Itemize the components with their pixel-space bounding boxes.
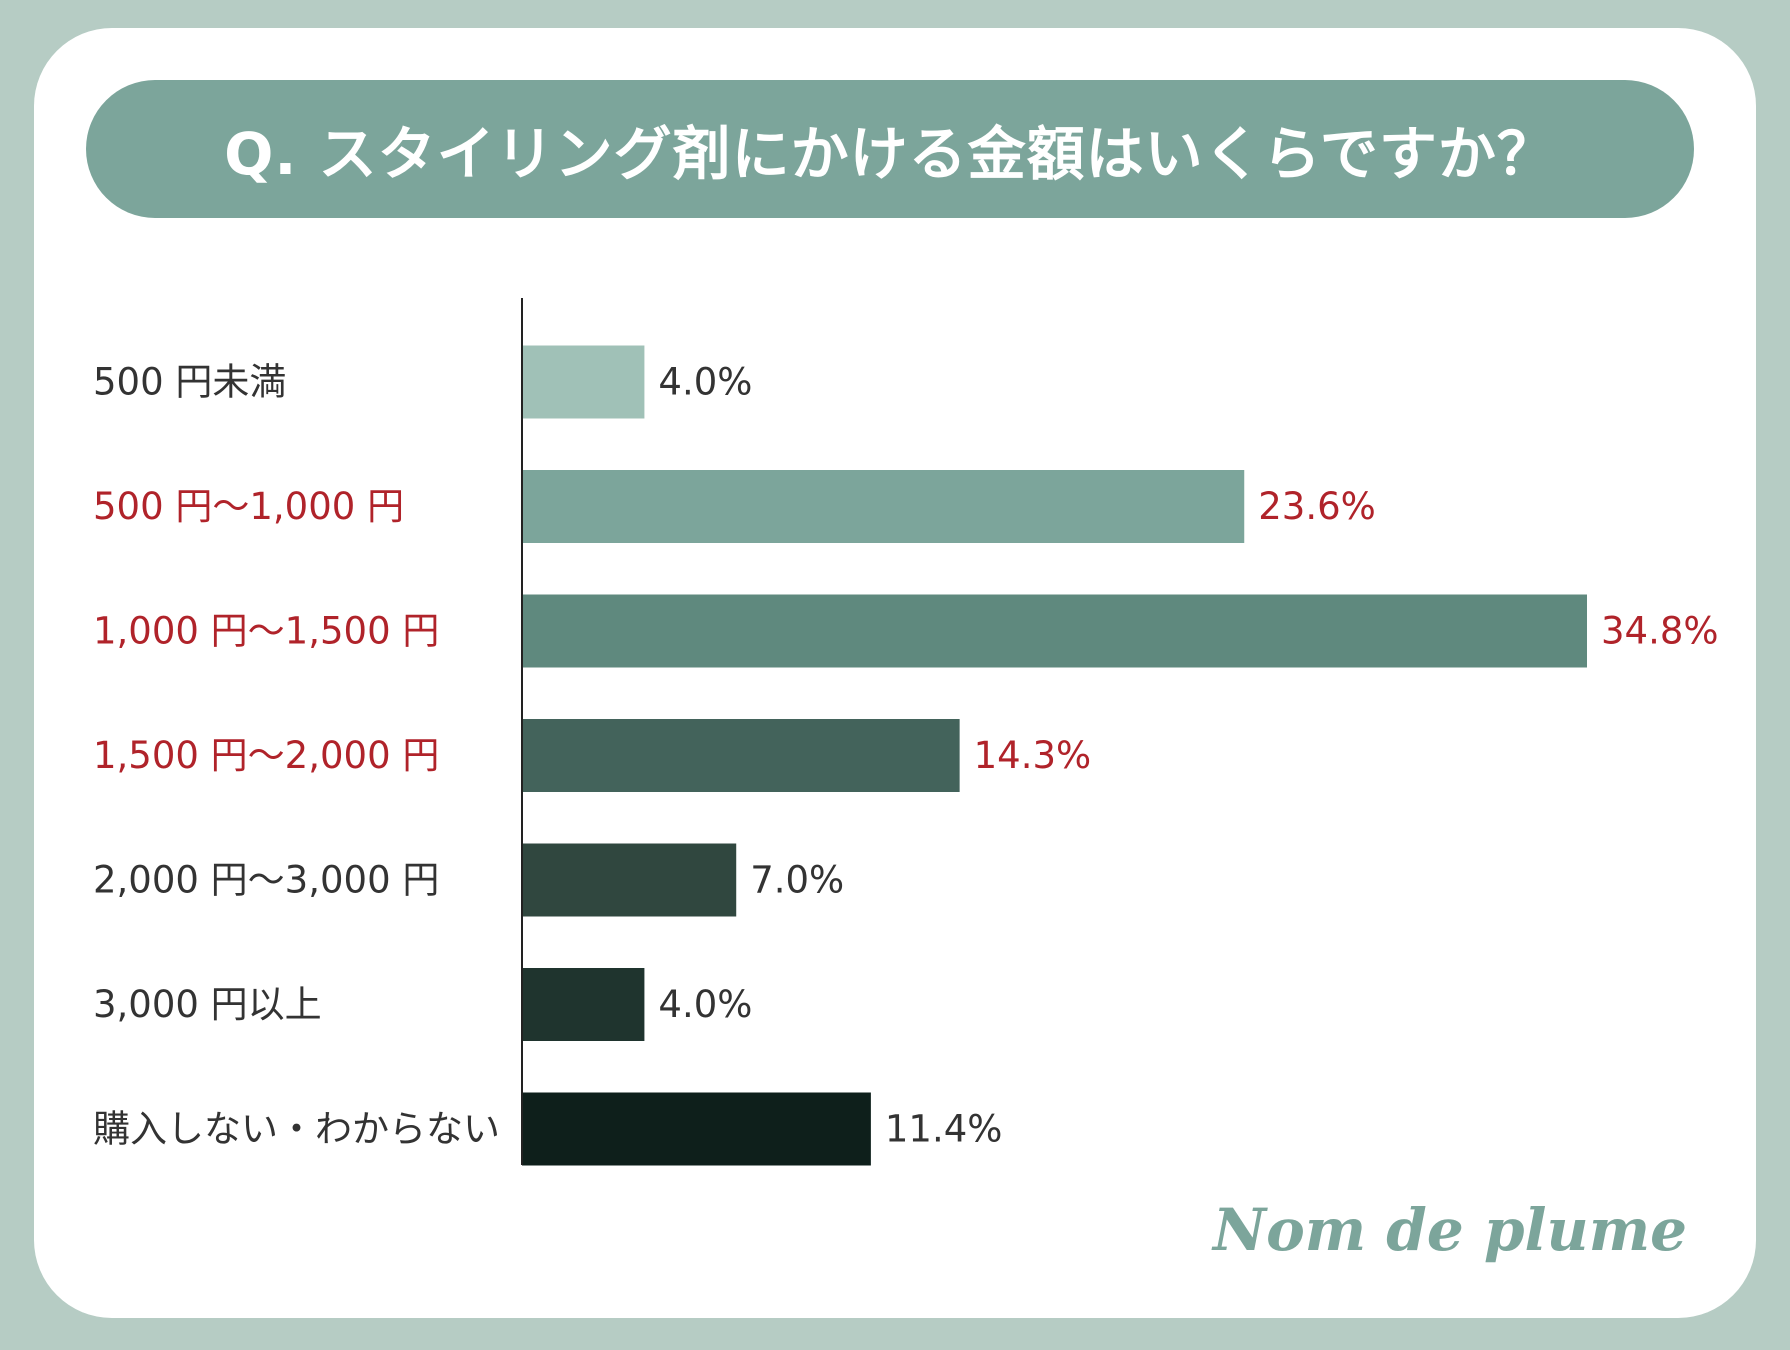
chart-card bbox=[34, 28, 1756, 1318]
bar-3 bbox=[522, 719, 960, 792]
bar-5 bbox=[522, 968, 645, 1041]
value-label-3: 14.3% bbox=[974, 734, 1092, 777]
value-label-1: 23.6% bbox=[1258, 485, 1376, 528]
bars bbox=[522, 345, 1587, 1166]
value-label-0: 4.0% bbox=[658, 361, 752, 404]
brand-logo: Nom de plume bbox=[1213, 1196, 1687, 1264]
value-label-5: 4.0% bbox=[658, 983, 752, 1026]
value-labels: 4.0% 23.6% 34.8% 14.3% 7.0% 4.0% 11.4% bbox=[658, 361, 1718, 1151]
value-label-6: 11.4% bbox=[885, 1108, 1003, 1151]
bar-4 bbox=[522, 843, 737, 917]
category-labels: 500 円未満 500 円〜1,000 円 1,000 円〜1,500 円 1,500… bbox=[93, 361, 500, 1151]
category-label-6: 購入しない・わからない bbox=[93, 1108, 500, 1151]
value-label-4: 7.0% bbox=[750, 859, 844, 902]
value-label-2: 34.8% bbox=[1601, 610, 1719, 653]
category-label-0: 500 円未満 bbox=[93, 361, 286, 404]
bar-1 bbox=[522, 470, 1245, 543]
category-label-5: 3,000 円以上 bbox=[93, 983, 322, 1026]
category-label-2: 1,000 円〜1,500 円 bbox=[93, 610, 439, 653]
title-banner: Q. スタイリング剤にかける金額はいくらですか？ bbox=[86, 80, 1694, 218]
bar-2 bbox=[522, 594, 1587, 668]
chart-title: Q. スタイリング剤にかける金額はいくらですか？ bbox=[224, 120, 1556, 188]
category-label-4: 2,000 円〜3,000 円 bbox=[93, 859, 439, 902]
category-label-3: 1,500 円〜2,000 円 bbox=[93, 734, 439, 777]
bar-0 bbox=[522, 345, 645, 419]
bar-6 bbox=[522, 1092, 871, 1166]
category-label-1: 500 円〜1,000 円 bbox=[93, 485, 404, 528]
